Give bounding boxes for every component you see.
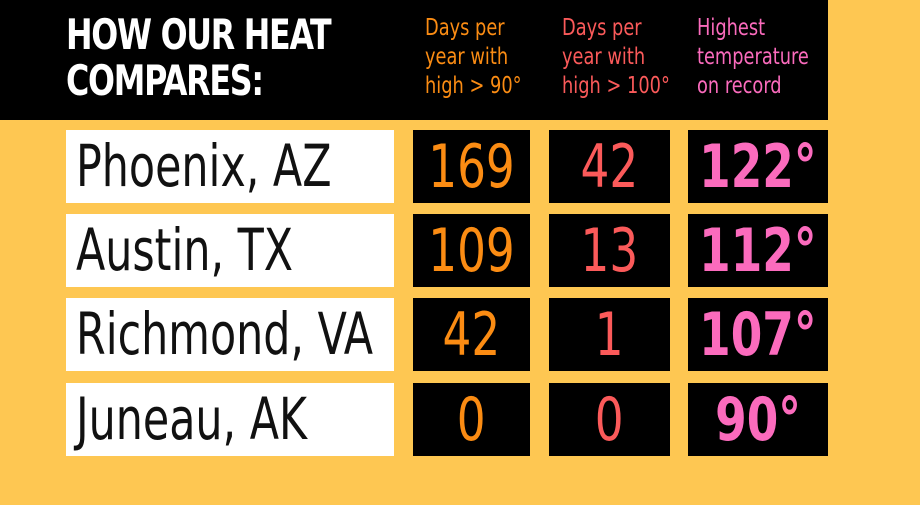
record-temperature-value: 107° <box>699 299 817 370</box>
table-row: Richmond, VA 42 1 107° <box>0 298 920 378</box>
header-bar <box>0 0 828 120</box>
record-temperature-value: 122° <box>699 131 817 202</box>
days-over-90-value: 109 <box>428 215 515 286</box>
record-temperature-cell: 112° <box>688 214 828 287</box>
days-over-90-value: 169 <box>428 131 515 202</box>
city-cell: Juneau, AK <box>66 383 394 456</box>
days-over-100-value: 0 <box>595 384 624 455</box>
city-cell: Richmond, VA <box>66 298 394 371</box>
column-header-line: Days per <box>562 15 642 41</box>
days-over-100-cell: 42 <box>549 130 670 203</box>
days-over-90-cell: 169 <box>413 130 530 203</box>
title-line-2: COMPARES: <box>66 56 264 105</box>
days-over-100-value: 13 <box>580 215 639 286</box>
table-row: Juneau, AK 0 0 90° <box>0 383 920 463</box>
record-temperature-value: 112° <box>699 215 817 286</box>
column-header-line: on record <box>697 73 782 99</box>
column-header-line: temperature <box>697 44 809 70</box>
column-header-days-over-100: Days per year with high > 100° <box>562 14 670 101</box>
days-over-90-value: 42 <box>442 299 501 370</box>
column-header-line: high > 100° <box>562 73 670 99</box>
column-header-days-over-90: Days per year with high > 90° <box>425 14 522 101</box>
column-header-line: year with <box>425 44 509 70</box>
column-header-line: Days per <box>425 15 505 41</box>
record-temperature-cell: 122° <box>688 130 828 203</box>
days-over-90-cell: 0 <box>413 383 530 456</box>
column-header-line: Highest <box>697 15 766 41</box>
column-header-line: high > 90° <box>425 73 522 99</box>
table-row: Austin, TX 109 13 112° <box>0 214 920 294</box>
column-header-record-temperature: Highest temperature on record <box>697 14 809 101</box>
city-name: Austin, TX <box>76 216 294 284</box>
days-over-100-cell: 0 <box>549 383 670 456</box>
days-over-100-cell: 1 <box>549 298 670 371</box>
column-header-line: year with <box>562 44 646 70</box>
city-name: Juneau, AK <box>76 385 308 453</box>
infographic-title: HOW OUR HEAT COMPARES: <box>66 12 343 104</box>
city-name: Richmond, VA <box>76 300 374 368</box>
days-over-90-cell: 42 <box>413 298 530 371</box>
table-row: Phoenix, AZ 169 42 122° <box>0 130 920 210</box>
title-line-1: HOW OUR HEAT <box>66 10 332 59</box>
days-over-100-cell: 13 <box>549 214 670 287</box>
city-cell: Phoenix, AZ <box>66 130 394 203</box>
days-over-90-value: 0 <box>457 384 486 455</box>
city-cell: Austin, TX <box>66 214 394 287</box>
days-over-100-value: 42 <box>580 131 639 202</box>
days-over-100-value: 1 <box>595 299 624 370</box>
city-name: Phoenix, AZ <box>76 132 332 200</box>
record-temperature-cell: 107° <box>688 298 828 371</box>
record-temperature-value: 90° <box>715 384 801 455</box>
days-over-90-cell: 109 <box>413 214 530 287</box>
record-temperature-cell: 90° <box>688 383 828 456</box>
